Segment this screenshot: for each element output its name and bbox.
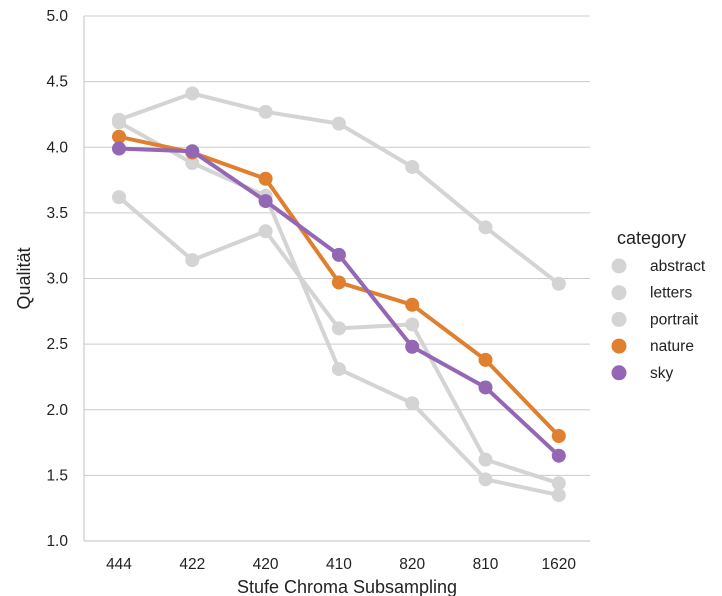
- data-point-sky: [405, 339, 420, 354]
- series-nature: [112, 129, 566, 443]
- y-tick-label: 3.0: [46, 271, 68, 288]
- data-point-sky: [478, 380, 493, 395]
- data-point-nature: [258, 171, 273, 186]
- y-tick-label: 1.5: [46, 467, 68, 484]
- y-tick-label: 4.5: [46, 74, 68, 91]
- data-point-abstract: [478, 220, 493, 235]
- data-point-letters: [185, 156, 200, 170]
- data-point-portrait: [331, 321, 346, 336]
- x-tick-label: 422: [179, 556, 205, 573]
- series-sky: [112, 141, 566, 463]
- gridlines: [84, 15, 590, 476]
- data-point-nature: [405, 297, 420, 312]
- series-group: [112, 86, 566, 503]
- data-point-nature: [112, 129, 126, 144]
- legend-label-abstract: abstract: [650, 258, 706, 275]
- legend-label-sky: sky: [650, 365, 674, 382]
- data-point-sky: [185, 144, 200, 159]
- y-tick-labels: 1.0 1.5 2.0 2.5 3.0 3.5 4.0 4.5 5.0: [46, 8, 68, 550]
- data-point-sky: [258, 194, 273, 209]
- y-axis-title: Qualität: [14, 247, 34, 309]
- y-tick-label: 1.0: [46, 533, 68, 550]
- data-point-portrait: [112, 190, 126, 205]
- data-point-letters: [405, 396, 420, 411]
- legend-marker-nature: [611, 338, 627, 354]
- y-tick-label: 2.5: [46, 336, 68, 353]
- data-point-abstract: [551, 276, 566, 291]
- x-tick-label: 420: [253, 556, 279, 573]
- legend-label-nature: nature: [650, 338, 694, 355]
- series-letters: [112, 115, 566, 503]
- x-tick-label: 820: [399, 556, 425, 573]
- legend-marker-letters: [611, 285, 627, 301]
- data-point-portrait: [185, 253, 200, 268]
- data-point-letters: [551, 488, 566, 503]
- data-point-abstract: [331, 116, 346, 131]
- legend-marker-portrait: [611, 311, 627, 327]
- legend-label-letters: letters: [650, 285, 692, 302]
- x-tick-label: 1620: [542, 556, 577, 573]
- data-point-nature: [478, 352, 493, 367]
- data-point-portrait: [551, 476, 566, 491]
- data-point-portrait: [258, 224, 273, 239]
- y-tick-label: 4.0: [46, 139, 68, 156]
- data-point-sky: [112, 141, 126, 156]
- x-axis-title: Stufe Chroma Subsampling: [237, 577, 457, 596]
- legend-marker-abstract: [611, 258, 627, 274]
- y-tick-label: 2.0: [46, 402, 68, 419]
- data-point-abstract: [258, 104, 273, 119]
- legend-marker-sky: [611, 365, 627, 381]
- data-point-abstract: [405, 159, 420, 174]
- legend: category abstract letters portrait nature sk…: [611, 228, 706, 382]
- y-tick-label: 5.0: [46, 8, 68, 25]
- legend-label-portrait: portrait: [650, 311, 699, 328]
- data-point-letters: [478, 472, 493, 487]
- x-tick-label: 444: [106, 556, 132, 573]
- data-point-sky: [551, 448, 566, 463]
- data-point-portrait: [478, 452, 493, 467]
- data-point-nature: [551, 429, 566, 443]
- series-line-portrait: [117, 195, 561, 486]
- data-point-sky: [331, 247, 346, 262]
- y-tick-label: 3.5: [46, 205, 68, 222]
- data-point-abstract: [185, 86, 200, 101]
- data-point-nature: [331, 275, 346, 290]
- legend-title: category: [617, 228, 686, 248]
- series-line-letters: [117, 120, 561, 498]
- x-tick-labels: 444 422 420 410 820 810 1620: [106, 556, 576, 573]
- series-portrait: [112, 190, 566, 491]
- data-point-portrait: [405, 317, 420, 332]
- data-point-letters: [112, 115, 126, 130]
- x-tick-label: 410: [326, 556, 352, 573]
- data-point-letters: [331, 362, 346, 377]
- x-tick-label: 810: [473, 556, 499, 573]
